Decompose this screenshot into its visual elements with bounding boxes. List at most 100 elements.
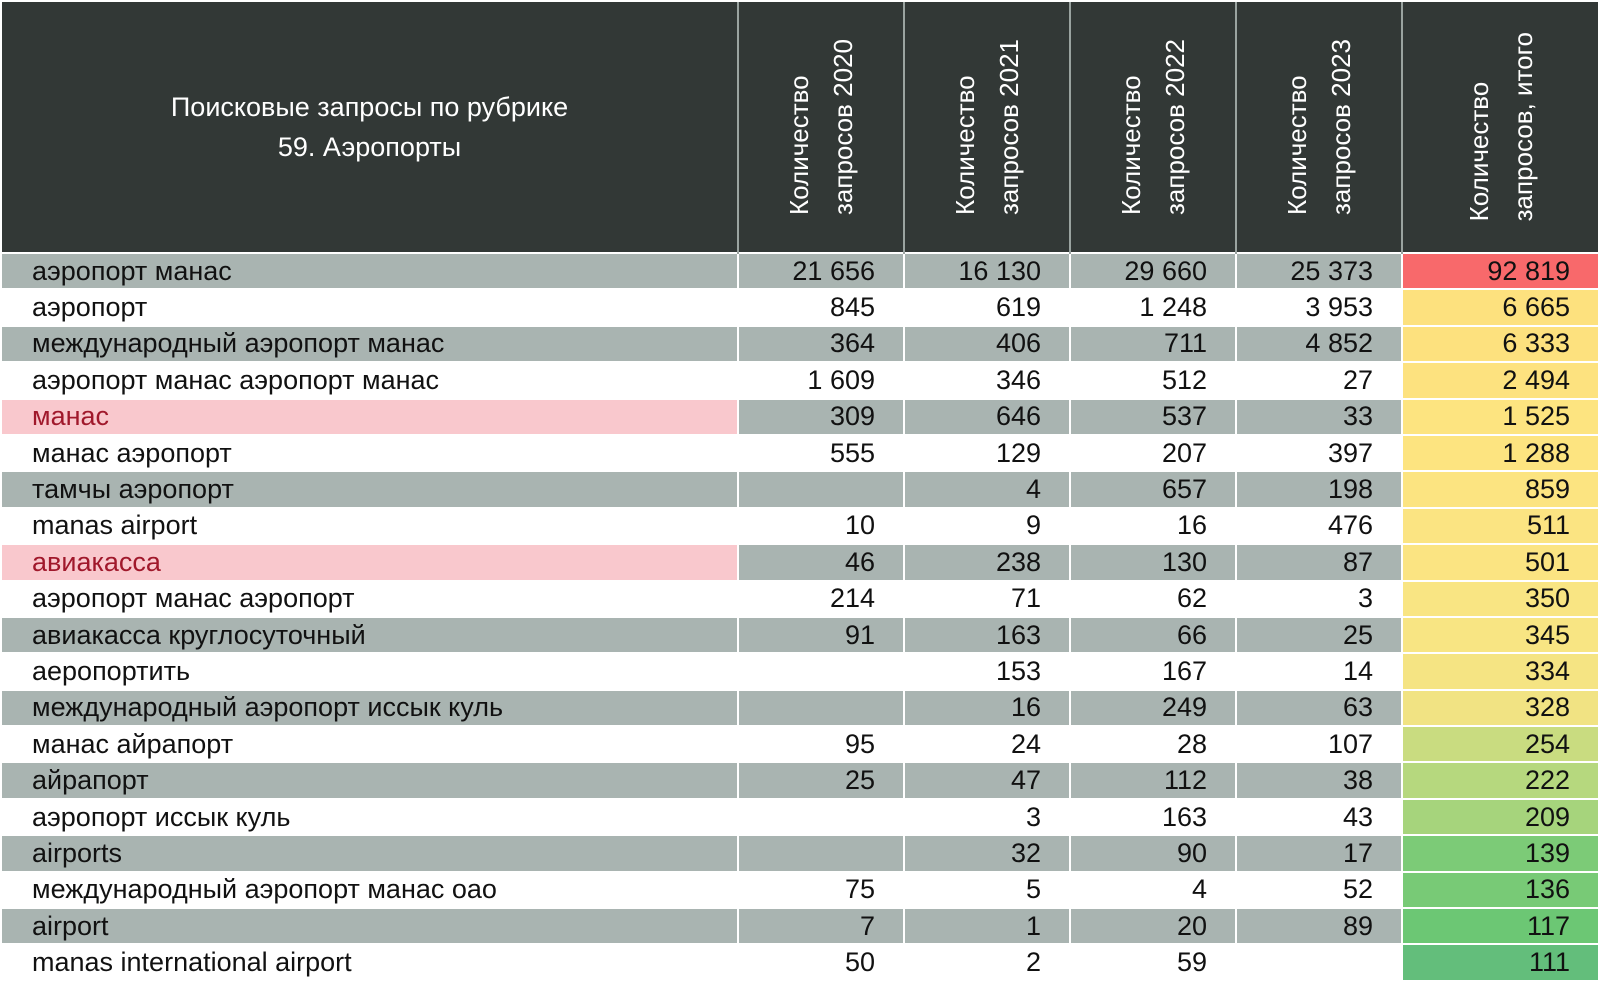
count-cell-2022: 4: [1069, 870, 1236, 909]
count-cell-2022: 512: [1069, 361, 1236, 399]
count-cell-2023: 87: [1235, 543, 1402, 581]
table-title: Поисковые запросы по рубрике 59. Аэропор…: [2, 2, 738, 253]
query-cell: манас: [2, 397, 738, 435]
count-cell-2021: 3: [903, 797, 1070, 836]
count-cell-2021: 163: [903, 615, 1070, 654]
query-cell: айрапорт: [2, 761, 738, 799]
table-row: аэропорт иссык куль 3 163 43 209: [2, 797, 1598, 836]
table-row: авиакасса круглосуточный 91 163 66 25 345: [2, 615, 1598, 654]
count-cell-2020: 50: [737, 943, 904, 980]
table-title-line2: 59. Аэропорты: [277, 132, 462, 162]
query-cell: manas international airport: [2, 943, 738, 980]
count-cell-2022: 163: [1069, 797, 1236, 836]
count-cell-2023: 63: [1235, 688, 1402, 727]
count-cell-2021: 346: [903, 361, 1070, 399]
count-cell-2020: 21 656: [737, 251, 904, 290]
total-cell: 6 665: [1401, 288, 1598, 326]
count-cell-2023: 38: [1235, 761, 1402, 799]
count-cell-2020: [737, 652, 904, 690]
table-row: международный аэропорт манас 364 406 711 4 8…: [2, 324, 1598, 363]
count-cell-2023: 14: [1235, 652, 1402, 690]
count-cell-2020: 364: [737, 324, 904, 363]
table-row: аэропорт манас аэропорт 214 71 62 3 350: [2, 579, 1598, 617]
count-cell-2022: 66: [1069, 615, 1236, 654]
total-cell: 111: [1401, 943, 1598, 980]
count-cell-2022: 62: [1069, 579, 1236, 617]
count-cell-2023: 33: [1235, 397, 1402, 435]
count-cell-2021: 47: [903, 761, 1070, 799]
count-cell-2020: 46: [737, 543, 904, 581]
column-header-2021: Количество запросов 2021: [903, 2, 1070, 253]
query-cell: тамчы аэропорт: [2, 470, 738, 508]
count-cell-2021: 32: [903, 834, 1070, 872]
query-cell: аэропорт манас аэропорт: [2, 579, 738, 617]
total-cell: 859: [1401, 470, 1598, 508]
table-row: айрапорт 25 47 112 38 222: [2, 761, 1598, 799]
count-cell-2023: 476: [1235, 506, 1402, 545]
total-cell: 501: [1401, 543, 1598, 581]
table-row: аеропортить 153 167 14 334: [2, 652, 1598, 690]
count-cell-2021: 24: [903, 725, 1070, 763]
count-cell-2020: [737, 834, 904, 872]
table-row: международный аэропорт манас оао 75 5 4 52 13…: [2, 870, 1598, 909]
count-cell-2022: 20: [1069, 907, 1236, 945]
query-cell: manas airport: [2, 506, 738, 545]
count-cell-2021: 2: [903, 943, 1070, 980]
count-cell-2022: 90: [1069, 834, 1236, 872]
table-body: аэропорт манас 21 656 16 130 29 660 25 373 92…: [2, 251, 1598, 980]
table-row: манас айрапорт 95 24 28 107 254: [2, 725, 1598, 763]
count-cell-2021: 129: [903, 433, 1070, 472]
count-cell-2020: 25: [737, 761, 904, 799]
count-cell-2020: 845: [737, 288, 904, 326]
column-header-2020: Количество запросов 2020: [737, 2, 904, 253]
total-cell: 209: [1401, 797, 1598, 836]
total-cell: 328: [1401, 688, 1598, 727]
count-cell-2023: 3 953: [1235, 288, 1402, 326]
count-cell-2022: 249: [1069, 688, 1236, 727]
total-cell: 136: [1401, 870, 1598, 909]
count-cell-2022: 657: [1069, 470, 1236, 508]
table-row: международный аэропорт иссык куль 16 249 63…: [2, 688, 1598, 727]
count-cell-2022: 167: [1069, 652, 1236, 690]
table-row: manas international airport 50 2 59 111: [2, 943, 1598, 980]
header-row: Поисковые запросы по рубрике 59. Аэропор…: [2, 2, 1598, 253]
query-cell: airport: [2, 907, 738, 945]
count-cell-2021: 16: [903, 688, 1070, 727]
count-cell-2020: 555: [737, 433, 904, 472]
table-row: авиакасса 46 238 130 87 501: [2, 543, 1598, 581]
total-cell: 92 819: [1401, 251, 1598, 290]
count-cell-2023: 397: [1235, 433, 1402, 472]
count-cell-2021: 5: [903, 870, 1070, 909]
total-cell: 117: [1401, 907, 1598, 945]
table-row: аэропорт 845 619 1 248 3 953 6 665: [2, 288, 1598, 326]
count-cell-2020: 1 609: [737, 361, 904, 399]
table-row: airports 32 90 17 139: [2, 834, 1598, 872]
count-cell-2020: [737, 688, 904, 727]
count-cell-2022: 207: [1069, 433, 1236, 472]
count-cell-2021: 1: [903, 907, 1070, 945]
count-cell-2020: 309: [737, 397, 904, 435]
query-cell: аеропортить: [2, 652, 738, 690]
count-cell-2023: 198: [1235, 470, 1402, 508]
count-cell-2020: [737, 470, 904, 508]
query-cell: авиакасса круглосуточный: [2, 615, 738, 654]
count-cell-2020: 10: [737, 506, 904, 545]
total-cell: 6 333: [1401, 324, 1598, 363]
table-row: manas airport 10 9 16 476 511: [2, 506, 1598, 545]
count-cell-2020: 75: [737, 870, 904, 909]
count-cell-2023: 25 373: [1235, 251, 1402, 290]
count-cell-2022: 16: [1069, 506, 1236, 545]
table-row: тамчы аэропорт 4 657 198 859: [2, 470, 1598, 508]
query-cell: международный аэропорт манас оао: [2, 870, 738, 909]
query-cell: международный аэропорт манас: [2, 324, 738, 363]
column-header-2023: Количество запросов 2023: [1235, 2, 1402, 253]
count-cell-2023: 43: [1235, 797, 1402, 836]
count-cell-2021: 153: [903, 652, 1070, 690]
query-cell: манас аэропорт: [2, 433, 738, 472]
total-cell: 1 525: [1401, 397, 1598, 435]
total-cell: 222: [1401, 761, 1598, 799]
query-cell: международный аэропорт иссык куль: [2, 688, 738, 727]
count-cell-2020: 91: [737, 615, 904, 654]
count-cell-2022: 59: [1069, 943, 1236, 980]
